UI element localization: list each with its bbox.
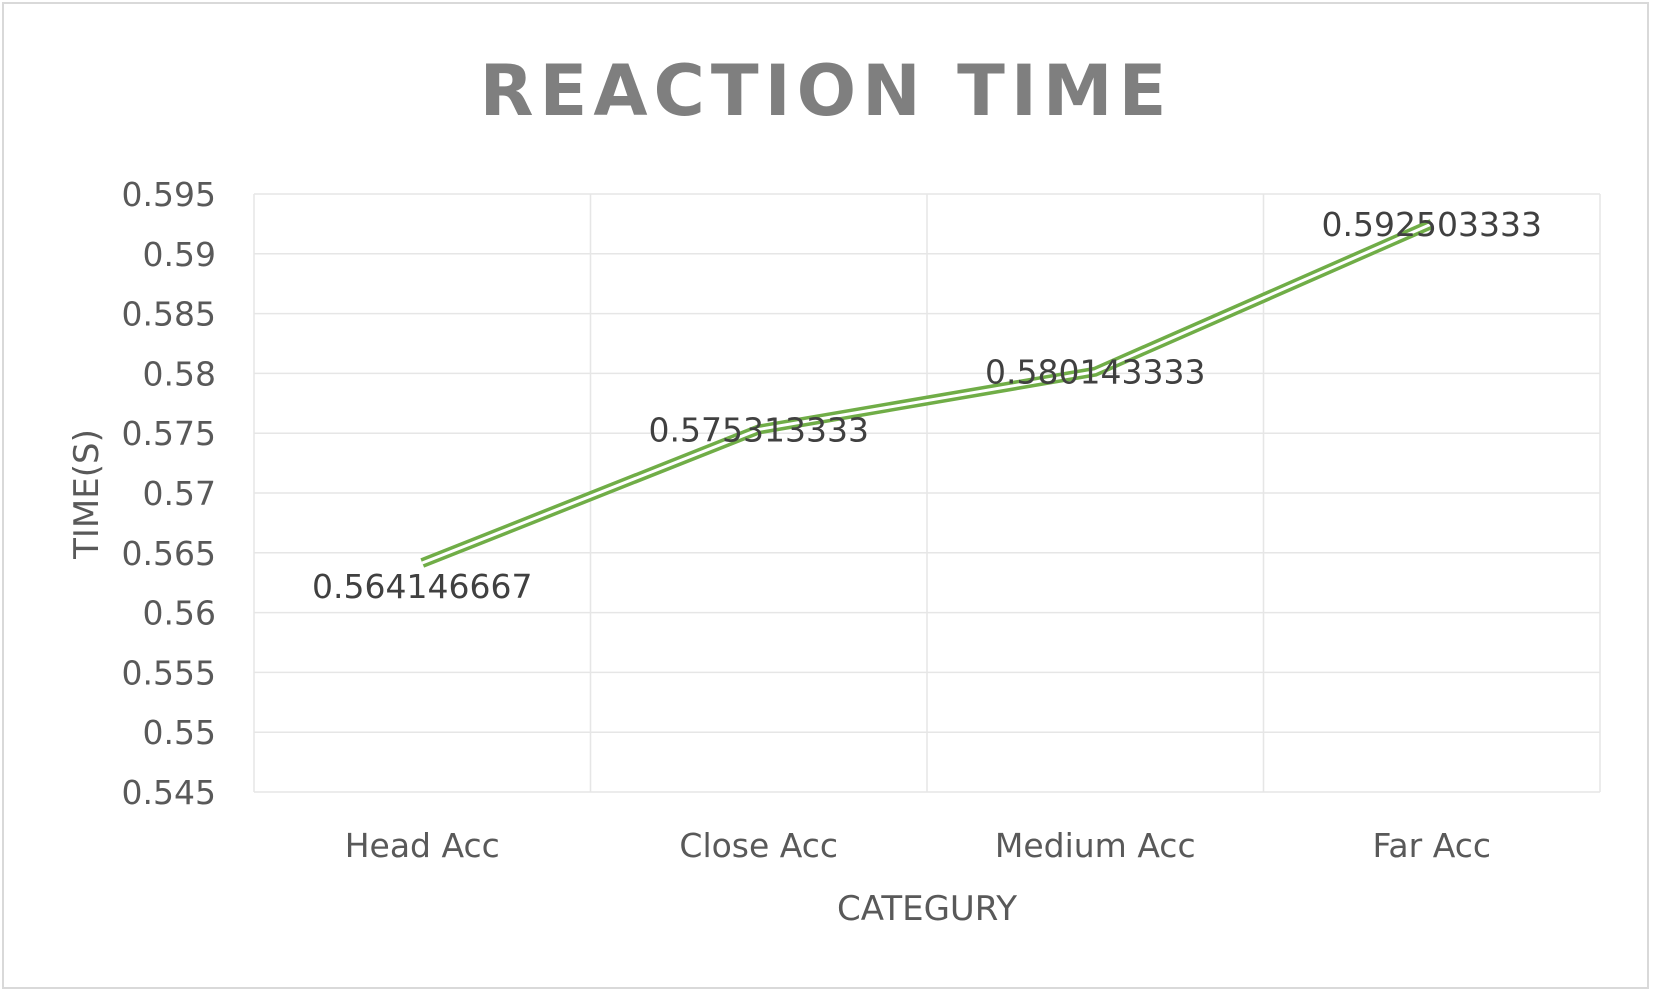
y-tick-label-4: 0.565 bbox=[122, 534, 216, 573]
chart-title: REACTION TIME bbox=[480, 50, 1173, 132]
data-label-3: 0.592503333 bbox=[1322, 205, 1542, 244]
data-label-0: 0.564146667 bbox=[312, 567, 532, 606]
y-tick-label-5: 0.57 bbox=[143, 474, 216, 513]
x-tick-label-1: Close Acc bbox=[679, 826, 838, 865]
y-tick-label-8: 0.585 bbox=[122, 295, 216, 334]
x-axis-title: CATEGURY bbox=[837, 889, 1017, 929]
y-tick-label-0: 0.545 bbox=[122, 773, 216, 812]
y-tick-label-2: 0.555 bbox=[122, 653, 216, 692]
x-tick-label-0: Head Acc bbox=[345, 826, 500, 865]
y-tick-labels: 0.545 0.55 0.555 0.56 0.565 0.57 0.575 0.58 0.58… bbox=[122, 175, 216, 812]
series-layer bbox=[420, 219, 1434, 568]
y-tick-label-10: 0.595 bbox=[122, 175, 216, 214]
data-label-2: 0.580143333 bbox=[985, 353, 1205, 392]
y-tick-label-3: 0.56 bbox=[143, 594, 216, 633]
x-tick-label-2: Medium Acc bbox=[995, 826, 1196, 865]
x-tick-labels: Head Acc Close Acc Medium Acc Far Acc bbox=[345, 826, 1491, 865]
x-tick-label-3: Far Acc bbox=[1372, 826, 1491, 865]
grid-layer bbox=[253, 193, 1601, 793]
data-labels: 0.564146667 0.575313333 0.580143333 0.59250… bbox=[312, 205, 1542, 606]
y-tick-label-9: 0.59 bbox=[143, 235, 216, 274]
series-line-inner-0 bbox=[421, 222, 1433, 565]
y-tick-label-7: 0.58 bbox=[143, 354, 216, 393]
y-tick-label-1: 0.55 bbox=[143, 713, 216, 752]
data-label-1: 0.575313333 bbox=[649, 410, 869, 449]
y-tick-label-6: 0.575 bbox=[122, 414, 216, 453]
y-axis-title: TIME(S) bbox=[67, 429, 107, 560]
